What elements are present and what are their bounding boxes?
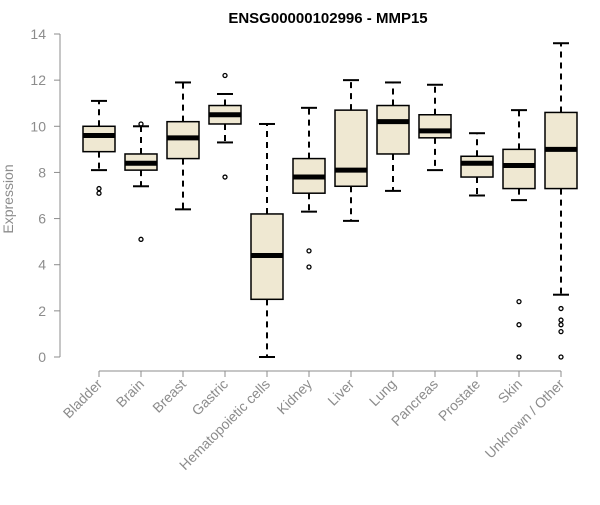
y-tick-label: 12: [30, 72, 46, 88]
box-iqr: [82, 125, 116, 153]
outlier-point: [558, 328, 564, 335]
x-tick-label: Unknown / Other: [482, 376, 568, 462]
box-gastric: [208, 72, 242, 180]
y-tick-label: 8: [38, 164, 46, 180]
y-axis-title: Expression: [0, 164, 16, 233]
x-tick-label: Liver: [324, 376, 357, 409]
box-liver: [334, 79, 368, 222]
chart-title: ENSG00000102996 - MMP15: [228, 10, 427, 27]
x-tick-label: Skin: [495, 376, 526, 407]
x-tick-label: Brain: [113, 376, 147, 410]
boxes-layer: [82, 42, 578, 360]
y-tick-label: 14: [30, 26, 46, 42]
box-iqr: [502, 148, 536, 190]
outlier-point: [558, 317, 564, 323]
box-hematopoietic-cells: [250, 122, 284, 358]
box-iqr: [418, 114, 452, 139]
outlier-point: [516, 322, 522, 328]
box-pancreas: [418, 83, 452, 172]
outlier-point: [516, 298, 522, 305]
outlier-point: [306, 264, 312, 270]
outlier-point: [558, 354, 564, 360]
y-tick-label: 0: [38, 349, 46, 365]
box-kidney: [292, 106, 326, 270]
x-tick-label: Bladder: [60, 376, 106, 422]
outlier-point: [96, 190, 102, 196]
outlier-point: [558, 322, 564, 328]
x-tick-label: Pancreas: [388, 376, 441, 429]
box-iqr: [460, 155, 494, 178]
outlier-point: [516, 354, 522, 360]
outlier-point: [222, 72, 228, 79]
y-tick-label: 2: [38, 303, 46, 319]
box-skin: [502, 109, 536, 360]
box-bladder: [82, 99, 116, 196]
outlier-point: [138, 121, 144, 127]
x-tick-label: Prostate: [435, 376, 483, 424]
outlier-point: [558, 305, 564, 312]
x-tick-label: Breast: [149, 376, 189, 416]
outlier-point: [138, 236, 144, 242]
box-breast: [166, 81, 200, 211]
outlier-point: [96, 185, 102, 192]
box-brain: [124, 121, 158, 242]
box-lung: [376, 81, 410, 192]
box-iqr: [334, 109, 368, 188]
outlier-point: [222, 174, 228, 180]
box-prostate: [460, 132, 494, 197]
box-iqr: [376, 104, 410, 155]
box-unknown-other: [544, 42, 578, 360]
y-axis: 0 2 4 6 8 10 12 14: [30, 26, 61, 365]
x-tick-label: Lung: [366, 376, 399, 409]
y-tick-label: 4: [38, 257, 46, 273]
outlier-point: [306, 248, 312, 254]
x-tick-label: Kidney: [274, 376, 316, 418]
y-tick-label: 10: [30, 118, 46, 134]
y-tick-label: 6: [38, 211, 46, 227]
